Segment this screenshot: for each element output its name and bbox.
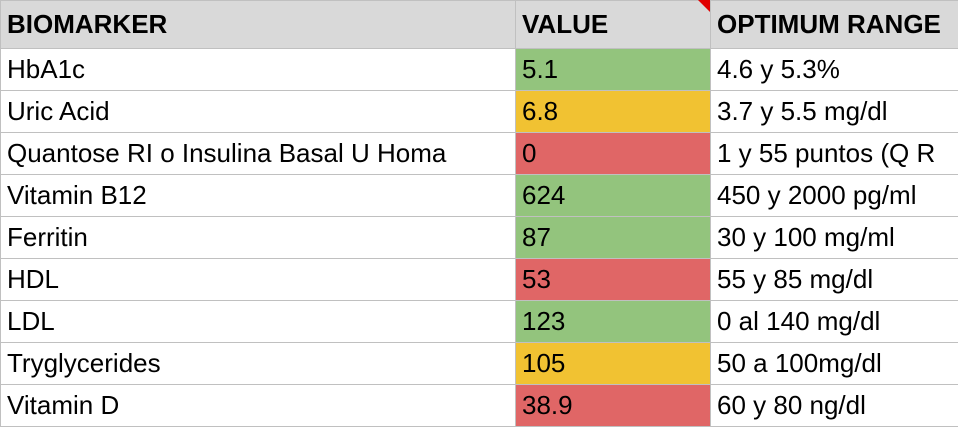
data-row: Uric Acid 6.8 3.7 y 5.5 mg/dl bbox=[0, 90, 958, 133]
cell[interactable]: 1 y 55 puntos (Q R bbox=[710, 132, 958, 175]
cell[interactable]: LDL bbox=[0, 300, 516, 343]
value-cell[interactable]: 5.1 bbox=[515, 48, 711, 91]
comment-indicator bbox=[698, 0, 710, 12]
value-cell[interactable]: 53 bbox=[515, 258, 711, 301]
data-row: Vitamin D 38.9 60 y 80 ng/dl bbox=[0, 384, 958, 427]
value-cell[interactable]: 123 bbox=[515, 300, 711, 343]
value-cell[interactable]: 6.8 bbox=[515, 90, 711, 133]
cell[interactable]: 3.7 y 5.5 mg/dl bbox=[710, 90, 958, 133]
value-cell[interactable]: 0 bbox=[515, 132, 711, 175]
cell[interactable]: HbA1c bbox=[0, 48, 516, 91]
cell[interactable]: 30 y 100 mg/ml bbox=[710, 216, 958, 259]
cell[interactable]: Tryglycerides bbox=[0, 342, 516, 385]
value-cell[interactable]: 87 bbox=[515, 216, 711, 259]
header-cell[interactable]: OPTIMUM RANGE bbox=[710, 0, 958, 49]
data-row: Ferritin 87 30 y 100 mg/ml bbox=[0, 216, 958, 259]
cell[interactable]: 450 y 2000 pg/ml bbox=[710, 174, 958, 217]
cell[interactable]: 4.6 y 5.3% bbox=[710, 48, 958, 91]
header-cell[interactable]: BIOMARKER bbox=[0, 0, 516, 49]
value-cell[interactable]: 38.9 bbox=[515, 384, 711, 427]
data-row: LDL 123 0 al 140 mg/dl bbox=[0, 300, 958, 343]
cell[interactable]: Uric Acid bbox=[0, 90, 516, 133]
data-row: Quantose RI o Insulina Basal U Homa 0 1 y … bbox=[0, 132, 958, 175]
cell[interactable]: 0 al 140 mg/dl bbox=[710, 300, 958, 343]
header-row: BIOMARKER VALUE OPTIMUM RANGE bbox=[0, 0, 958, 49]
cell[interactable]: 60 y 80 ng/dl bbox=[710, 384, 958, 427]
value-cell[interactable]: 624 bbox=[515, 174, 711, 217]
header-cell[interactable]: VALUE bbox=[515, 0, 711, 49]
data-row: HDL 53 55 y 85 mg/dl bbox=[0, 258, 958, 301]
cell[interactable]: Vitamin D bbox=[0, 384, 516, 427]
cell[interactable]: 50 a 100mg/dl bbox=[710, 342, 958, 385]
cell[interactable]: Ferritin bbox=[0, 216, 516, 259]
data-row: Tryglycerides 105 50 a 100mg/dl bbox=[0, 342, 958, 385]
data-row: Vitamin B12 624 450 y 2000 pg/ml bbox=[0, 174, 958, 217]
cell[interactable]: Quantose RI o Insulina Basal U Homa bbox=[0, 132, 516, 175]
cell[interactable]: 55 y 85 mg/dl bbox=[710, 258, 958, 301]
cell[interactable]: HDL bbox=[0, 258, 516, 301]
cell[interactable]: Vitamin B12 bbox=[0, 174, 516, 217]
data-row: HbA1c 5.1 4.6 y 5.3% bbox=[0, 48, 958, 91]
value-cell[interactable]: 105 bbox=[515, 342, 711, 385]
